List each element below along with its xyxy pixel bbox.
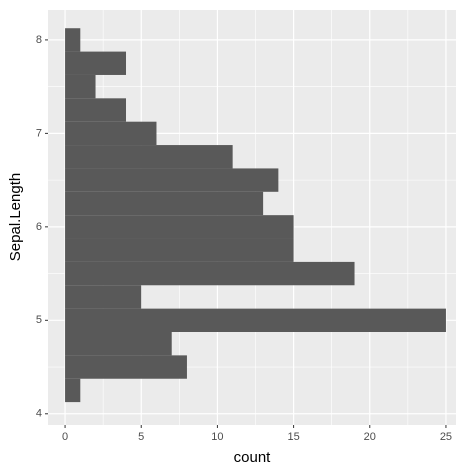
bar [65,215,294,239]
x-tick-label: 25 [440,431,452,443]
x-tick-label: 15 [287,431,299,443]
bar [65,74,96,99]
bar [65,51,127,75]
bar [65,238,294,262]
x-tick-label: 10 [211,431,223,443]
bar [65,355,187,379]
bar [65,191,264,216]
y-tick-label: 7 [36,127,42,139]
y-tick-label: 8 [36,34,42,46]
bar [65,308,446,332]
bar [65,378,81,403]
y-tick-label: 5 [36,314,42,326]
bar [65,261,355,286]
bar [65,28,81,52]
x-tick-label: 5 [138,431,144,443]
x-tick-label: 20 [364,431,376,443]
bar [65,145,233,169]
bar [65,121,157,146]
y-tick-label: 4 [36,408,42,420]
x-axis-title: count [234,449,272,466]
y-axis-title: Sepal.Length [7,173,24,261]
bar [65,331,172,356]
bar [65,98,127,122]
x-tick-label: 0 [62,431,68,443]
y-tick-label: 6 [36,221,42,233]
bar [65,285,142,309]
bar [65,168,279,192]
